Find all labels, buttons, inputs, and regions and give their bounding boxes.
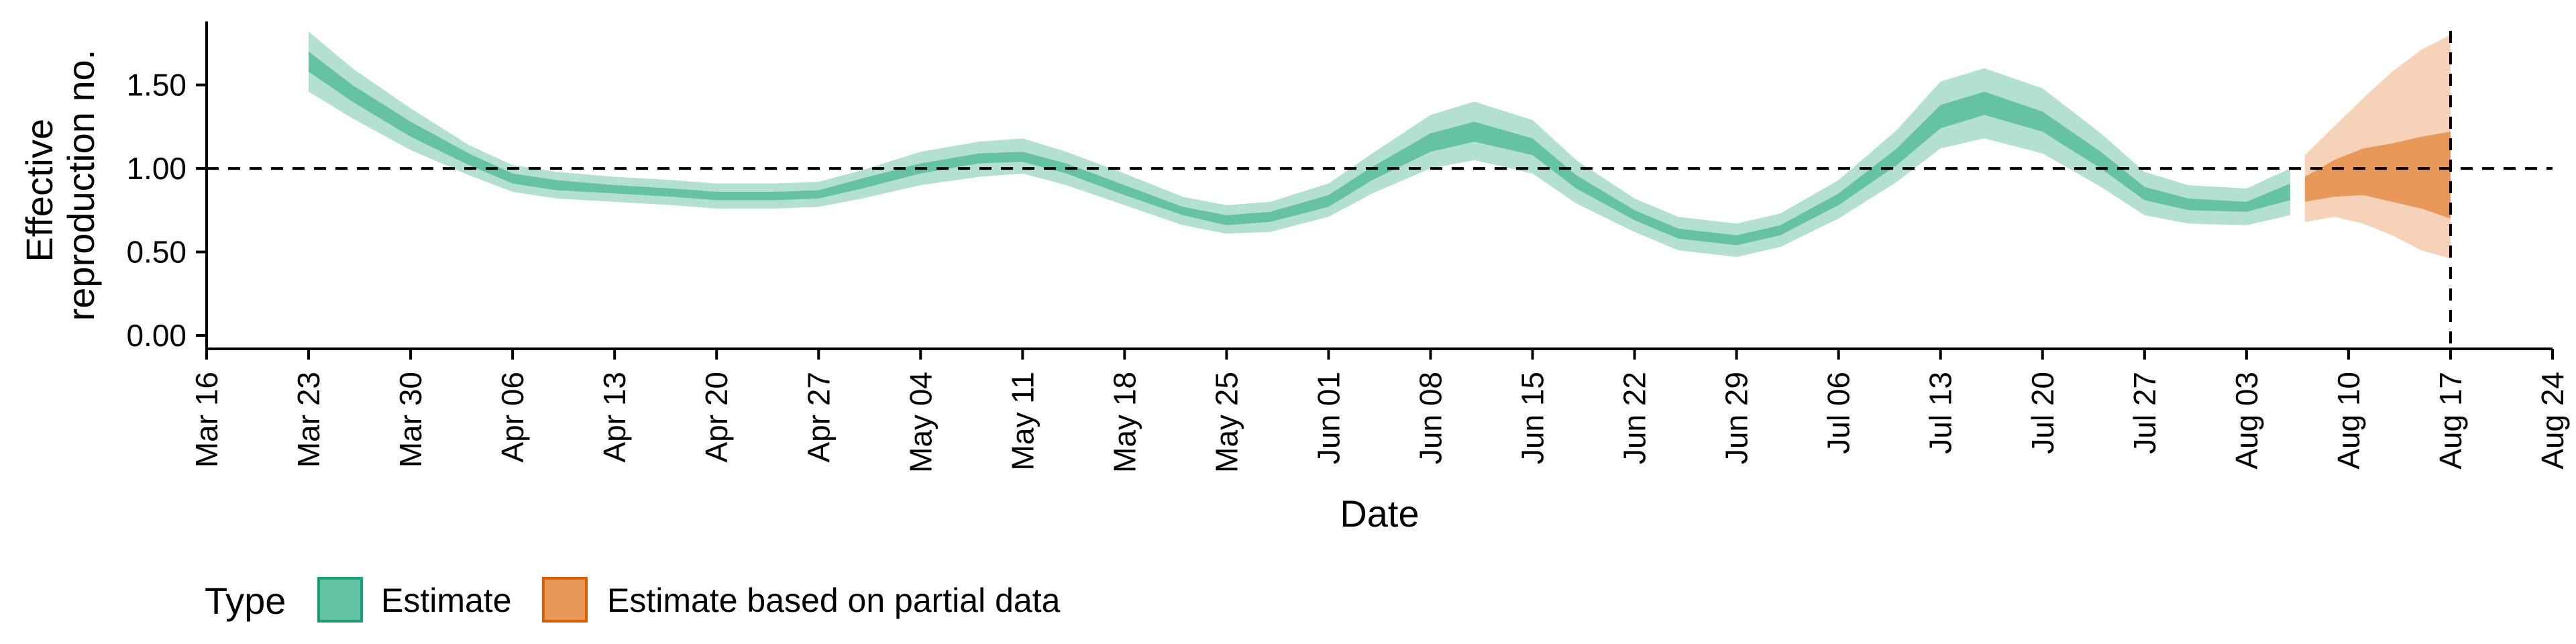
legend-title: Type [205, 580, 286, 622]
x-tick-label: Jul 20 [2025, 372, 2060, 454]
y-axis-title-line-2: reproduction no. [60, 50, 102, 321]
x-tick-label: Aug 03 [2229, 372, 2264, 470]
y-axis-title: Effective reproduction no. [18, 50, 102, 321]
x-tick-label: May 11 [1005, 372, 1040, 470]
y-tick-label: 1.50 [126, 68, 186, 103]
ribbon-inner-estimate [309, 51, 2290, 246]
x-tick-label: Mar 30 [393, 372, 428, 468]
y-tick-label: 0.00 [126, 318, 186, 353]
x-tick-label: Jun 29 [1719, 372, 1754, 464]
reference-lines [207, 31, 2553, 349]
legend-key-estimate [317, 577, 363, 623]
x-tick-label: Jul 27 [2127, 372, 2162, 454]
x-tick-label: May 04 [903, 372, 938, 473]
axes: 0.00 0.50 1.00 1.50 Mar 16 Mar 23 Mar 30 Apr 0… [126, 21, 2570, 473]
ribbon-layer [309, 31, 2451, 259]
legend-label-partial: Estimate based on partial data [607, 582, 1061, 619]
x-tick-label: Apr 20 [699, 372, 734, 463]
x-tick-label: Jun 08 [1413, 372, 1448, 464]
x-axis-title: Date [1340, 492, 1419, 535]
x-ticks: Mar 16 Mar 23 Mar 30 Apr 06 Apr 13 Apr 20 Apr … [189, 349, 2570, 473]
x-tick-label: Jul 13 [1923, 372, 1958, 454]
y-ticks: 0.00 0.50 1.00 1.50 [126, 68, 207, 353]
legend-key-partial [542, 577, 588, 623]
x-tick-label: Mar 23 [291, 372, 326, 468]
legend-label-estimate: Estimate [381, 582, 512, 619]
x-tick-label: May 25 [1209, 372, 1244, 473]
x-tick-label: Aug 24 [2535, 372, 2570, 470]
y-axis-title-line-1: Effective [18, 119, 60, 262]
x-tick-label: Jun 22 [1617, 372, 1652, 464]
ribbon-inner-estimate-based-on-partial-data [2304, 131, 2451, 219]
x-tick-label: Mar 16 [189, 372, 224, 468]
x-tick-label: Apr 06 [495, 372, 530, 463]
x-tick-label: Jun 15 [1515, 372, 1550, 464]
x-tick-label: Aug 17 [2433, 372, 2468, 470]
x-tick-label: Apr 13 [597, 372, 632, 463]
y-tick-label: 0.50 [126, 235, 186, 270]
y-tick-label: 1.00 [126, 151, 186, 186]
x-tick-label: May 18 [1107, 372, 1142, 473]
legend: Type Estimate Estimate based on partial … [205, 577, 1061, 623]
x-tick-label: Jun 01 [1311, 372, 1346, 464]
x-tick-label: Aug 10 [2331, 372, 2366, 470]
ribbon-outer-estimate [309, 31, 2290, 258]
x-tick-label: Jul 06 [1821, 372, 1856, 454]
x-tick-label: Apr 27 [801, 372, 836, 463]
